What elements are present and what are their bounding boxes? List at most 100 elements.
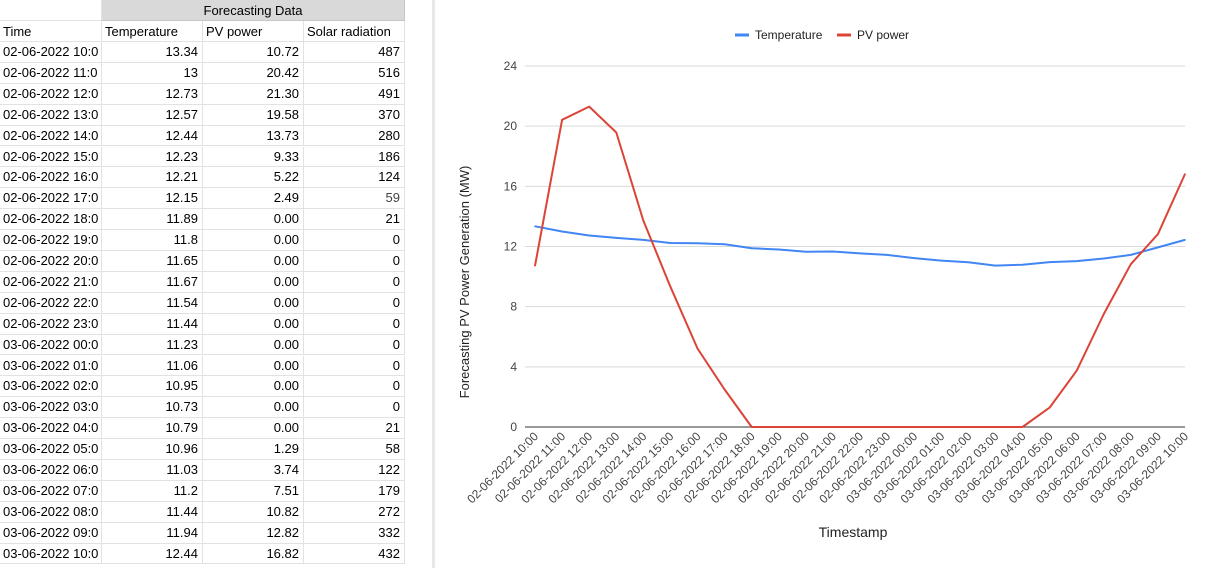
table-cell[interactable]: 02-06-2022 13:0	[0, 104, 102, 126]
table-cell[interactable]: 0	[304, 376, 405, 398]
table-cell[interactable]: 11.54	[102, 292, 203, 314]
table-cell[interactable]: 21.30	[203, 83, 304, 105]
table-cell[interactable]: 432	[304, 543, 405, 565]
table-cell[interactable]: 0.00	[203, 271, 304, 293]
table-cell[interactable]: 12.23	[102, 146, 203, 168]
table-cell[interactable]: 58	[304, 439, 405, 460]
table-cell[interactable]: 03-06-2022 01:0	[0, 355, 102, 377]
table-cell[interactable]: 2.49	[203, 188, 304, 210]
table-cell[interactable]: 02-06-2022 15:0	[0, 146, 102, 168]
table-cell[interactable]: 11.44	[102, 313, 203, 335]
table-cell[interactable]: 02-06-2022 17:0	[0, 188, 102, 210]
table-cell[interactable]: 13.34	[102, 42, 203, 63]
table-cell[interactable]: 179	[304, 480, 405, 502]
table-cell[interactable]: 280	[304, 125, 405, 147]
table-cell[interactable]: 0	[304, 355, 405, 377]
table-cell[interactable]: 13	[102, 62, 203, 84]
table-cell[interactable]: 16.82	[203, 543, 304, 565]
table-cell[interactable]: 02-06-2022 23:0	[0, 313, 102, 335]
table-cell[interactable]: 1.29	[203, 439, 304, 460]
table-cell[interactable]: 02-06-2022 20:0	[0, 251, 102, 272]
table-cell[interactable]: 02-06-2022 19:0	[0, 230, 102, 251]
table-cell[interactable]: 0.00	[203, 418, 304, 440]
table-cell[interactable]: 5.22	[203, 167, 304, 189]
table-cell[interactable]: 11.06	[102, 355, 203, 377]
table-cell[interactable]: 0	[304, 397, 405, 419]
table-cell[interactable]: 20.42	[203, 62, 304, 84]
table-cell[interactable]: 516	[304, 62, 405, 84]
table-cell[interactable]: 12.57	[102, 104, 203, 126]
table-cell[interactable]: 10.96	[102, 439, 203, 460]
table-cell[interactable]: 12.73	[102, 83, 203, 105]
table-cell[interactable]: 12.15	[102, 188, 203, 210]
table-cell[interactable]: 11.23	[102, 334, 203, 356]
table-cell[interactable]: 03-06-2022 10:0	[0, 543, 102, 565]
table-cell[interactable]: 13.73	[203, 125, 304, 147]
table-cell[interactable]: 0.00	[203, 230, 304, 251]
table-cell[interactable]: 02-06-2022 21:0	[0, 271, 102, 293]
table-corner-cell[interactable]	[0, 0, 102, 21]
table-cell[interactable]: 02-06-2022 12:0	[0, 83, 102, 105]
table-cell[interactable]: 03-06-2022 05:0	[0, 439, 102, 460]
table-cell[interactable]: 11.65	[102, 251, 203, 272]
table-cell[interactable]: 124	[304, 167, 405, 189]
table-cell[interactable]: 03-06-2022 02:0	[0, 376, 102, 398]
table-cell[interactable]: 0.00	[203, 313, 304, 335]
table-cell[interactable]: 02-06-2022 22:0	[0, 292, 102, 314]
column-header-3[interactable]: Solar radiation	[304, 21, 405, 42]
table-cell[interactable]: 10.95	[102, 376, 203, 398]
table-cell[interactable]: 491	[304, 83, 405, 105]
table-cell[interactable]: 02-06-2022 10:0	[0, 42, 102, 63]
table-cell[interactable]: 0	[304, 313, 405, 335]
table-cell[interactable]: 122	[304, 460, 405, 481]
table-cell[interactable]: 12.82	[203, 522, 304, 544]
table-cell[interactable]: 03-06-2022 00:0	[0, 334, 102, 356]
table-cell[interactable]: 3.74	[203, 460, 304, 481]
table-cell[interactable]: 9.33	[203, 146, 304, 168]
table-cell[interactable]: 02-06-2022 18:0	[0, 209, 102, 231]
table-cell[interactable]: 11.67	[102, 271, 203, 293]
table-cell[interactable]: 03-06-2022 07:0	[0, 480, 102, 502]
table-cell[interactable]: 0	[304, 292, 405, 314]
table-cell[interactable]: 0	[304, 271, 405, 293]
table-cell[interactable]: 7.51	[203, 480, 304, 502]
table-cell[interactable]: 11.03	[102, 460, 203, 481]
table-cell[interactable]: 11.8	[102, 230, 203, 251]
table-cell[interactable]: 0.00	[203, 355, 304, 377]
table-cell[interactable]: 03-06-2022 04:0	[0, 418, 102, 440]
table-cell[interactable]: 02-06-2022 11:0	[0, 62, 102, 84]
table-cell[interactable]: 19.58	[203, 104, 304, 126]
table-cell[interactable]: 12.44	[102, 543, 203, 565]
table-cell[interactable]: 10.73	[102, 397, 203, 419]
table-cell[interactable]: 03-06-2022 03:0	[0, 397, 102, 419]
table-cell[interactable]: 12.21	[102, 167, 203, 189]
table-cell[interactable]: 10.79	[102, 418, 203, 440]
table-cell[interactable]: 0.00	[203, 334, 304, 356]
table-cell[interactable]: 0	[304, 230, 405, 251]
table-cell[interactable]: 11.44	[102, 501, 203, 523]
table-cell[interactable]: 0.00	[203, 376, 304, 398]
table-cell[interactable]: 11.89	[102, 209, 203, 231]
table-cell[interactable]: 21	[304, 209, 405, 231]
table-cell[interactable]: 12.44	[102, 125, 203, 147]
table-cell[interactable]: 0.00	[203, 397, 304, 419]
table-cell[interactable]: 0.00	[203, 251, 304, 272]
column-header-0[interactable]: Time	[0, 21, 102, 42]
table-cell[interactable]: 0	[304, 334, 405, 356]
table-cell[interactable]: 272	[304, 501, 405, 523]
table-cell[interactable]: 59	[304, 188, 405, 210]
table-cell[interactable]: 11.94	[102, 522, 203, 544]
table-cell[interactable]: 03-06-2022 09:0	[0, 522, 102, 544]
table-cell[interactable]: 02-06-2022 14:0	[0, 125, 102, 147]
column-header-1[interactable]: Temperature	[102, 21, 203, 42]
table-cell[interactable]: 10.72	[203, 42, 304, 63]
table-title[interactable]: Forecasting Data	[102, 0, 405, 21]
table-cell[interactable]: 03-06-2022 06:0	[0, 460, 102, 481]
table-cell[interactable]: 186	[304, 146, 405, 168]
table-cell[interactable]: 11.2	[102, 480, 203, 502]
column-header-2[interactable]: PV power	[203, 21, 304, 42]
table-cell[interactable]: 03-06-2022 08:0	[0, 501, 102, 523]
table-cell[interactable]: 0	[304, 251, 405, 272]
table-cell[interactable]: 332	[304, 522, 405, 544]
table-cell[interactable]: 0.00	[203, 209, 304, 231]
